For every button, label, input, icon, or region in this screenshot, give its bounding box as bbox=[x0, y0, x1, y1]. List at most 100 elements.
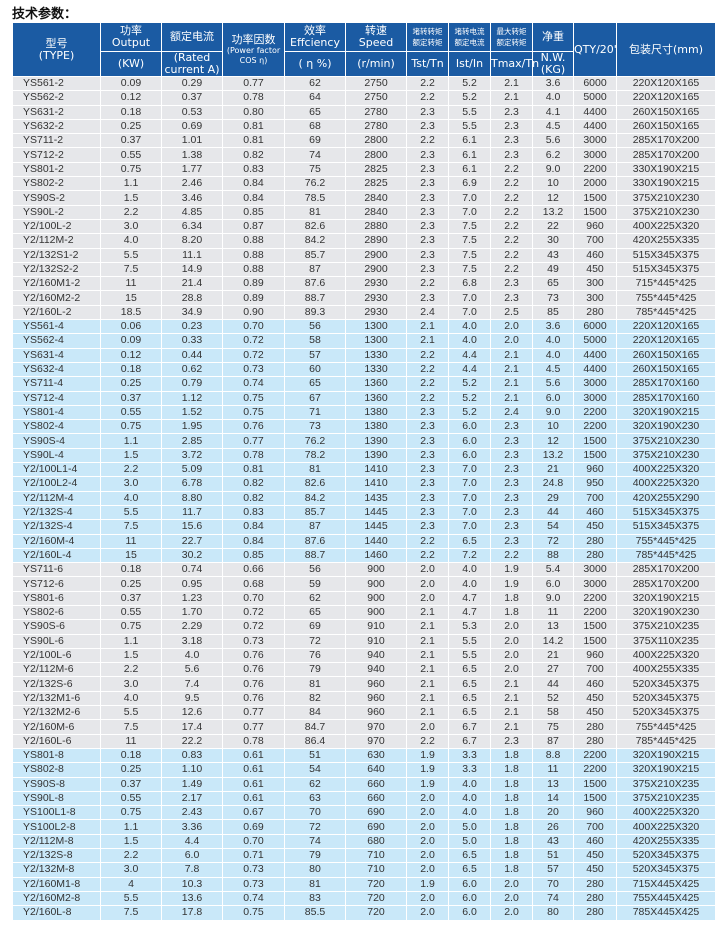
table-cell: 2.3 bbox=[490, 276, 533, 292]
table-cell: 2.3 bbox=[406, 447, 449, 464]
table-cell: 0.90 bbox=[222, 304, 285, 321]
table-cell: 2.2 bbox=[406, 533, 449, 549]
table-cell: YS802-8 bbox=[12, 762, 101, 778]
table-cell: 6.8 bbox=[448, 276, 491, 292]
table-cell: 1500 bbox=[573, 776, 617, 792]
table-cell: 2.0 bbox=[490, 890, 533, 907]
table-cell: Y2/132S-8 bbox=[12, 848, 101, 864]
table-cell: 700 bbox=[573, 233, 617, 249]
table-cell: 6.0 bbox=[448, 419, 491, 435]
table-cell: YS562-4 bbox=[12, 333, 101, 349]
table-cell: 0.89 bbox=[222, 290, 285, 306]
table-cell: 5.4 bbox=[532, 562, 574, 578]
table-cell: 960 bbox=[573, 805, 617, 821]
table-cell: 1.9 bbox=[406, 747, 449, 764]
table-cell: 4400 bbox=[573, 118, 617, 135]
table-cell: 1445 bbox=[345, 504, 407, 521]
table-cell: Y2/160M2-8 bbox=[12, 890, 101, 907]
table-cell: 5.5 bbox=[448, 647, 491, 664]
table-cell: 2.3 bbox=[406, 476, 449, 492]
table-row: YS802-8 0.25 1.10 0.61 54 640 1.9 3.3 1.8 11 2200 3… bbox=[12, 762, 716, 778]
table-cell: 0.76 bbox=[222, 690, 285, 707]
table-cell: 2.3 bbox=[406, 462, 449, 478]
table-cell: 0.55 bbox=[100, 147, 162, 163]
table-cell: 900 bbox=[345, 590, 407, 606]
table-cell: 720 bbox=[345, 876, 407, 892]
table-cell: 1.9 bbox=[406, 762, 449, 778]
table-cell: 2.1 bbox=[406, 690, 449, 707]
table-cell: 2.3 bbox=[490, 118, 533, 135]
table-cell: 2.1 bbox=[406, 633, 449, 649]
table-cell: 5.6 bbox=[161, 662, 223, 678]
table-cell: 84.2 bbox=[284, 233, 346, 249]
table-cell: 6.0 bbox=[161, 848, 223, 864]
table-cell: 80 bbox=[532, 905, 574, 921]
table-cell: 4.5 bbox=[532, 118, 574, 135]
table-cell: 6.5 bbox=[448, 662, 491, 678]
table-cell: 2.0 bbox=[406, 819, 449, 835]
table-cell: 88.7 bbox=[284, 290, 346, 306]
table-cell: 2.3 bbox=[406, 176, 449, 192]
table-cell: 0.25 bbox=[100, 576, 162, 592]
table-cell: 3.3 bbox=[448, 762, 491, 778]
table-cell: 2.2 bbox=[406, 133, 449, 149]
table-cell: 22.7 bbox=[161, 533, 223, 549]
table-cell: 2825 bbox=[345, 176, 407, 192]
header-qty: QTY/20' bbox=[573, 22, 617, 77]
table-cell: 2.0 bbox=[490, 662, 533, 678]
table-cell: 0.23 bbox=[161, 319, 223, 335]
table-row: Y2/160M1-2 11 21.4 0.89 87.6 2930 2.2 6.8 2.3 65 3… bbox=[12, 276, 716, 292]
table-cell: 7.0 bbox=[448, 476, 491, 492]
table-cell: 3000 bbox=[573, 133, 617, 149]
table-cell: 14.9 bbox=[161, 261, 223, 278]
table-cell: 0.06 bbox=[100, 319, 162, 335]
table-cell: 81 bbox=[284, 204, 346, 220]
table-row: Y2/160M2-2 15 28.8 0.89 88.7 2930 2.3 7.0 2.3 73 3… bbox=[12, 290, 716, 306]
table-cell: 2.0 bbox=[406, 805, 449, 821]
table-cell: 5000 bbox=[573, 333, 617, 349]
table-cell: 4.0 bbox=[100, 490, 162, 506]
table-cell: 2.3 bbox=[490, 147, 533, 163]
table-cell: 0.81 bbox=[222, 118, 285, 135]
table-cell: 75 bbox=[532, 719, 574, 735]
table-cell: 0.09 bbox=[100, 333, 162, 349]
header-speed: 转速 Speed bbox=[345, 22, 407, 52]
table-cell: 0.12 bbox=[100, 347, 162, 363]
table-cell: 450 bbox=[573, 519, 617, 535]
table-cell: 6.5 bbox=[448, 676, 491, 692]
table-cell: 715*445*425 bbox=[616, 276, 716, 292]
table-cell: 2.2 bbox=[100, 204, 162, 220]
table-cell: 2.3 bbox=[406, 247, 449, 263]
table-cell: 0.53 bbox=[161, 104, 223, 120]
table-cell: 3000 bbox=[573, 390, 617, 406]
table-cell: 400X255X335 bbox=[616, 662, 716, 678]
table-cell: 460 bbox=[573, 247, 617, 263]
table-cell: Y2/132S1-2 bbox=[12, 247, 101, 263]
header-current: 额定电流 bbox=[161, 22, 223, 52]
table-cell: 11 bbox=[532, 762, 574, 778]
table-row: YS561-4 0.06 0.23 0.70 56 1300 2.1 4.0 2.0 3.6 600… bbox=[12, 319, 716, 335]
table-cell: 450 bbox=[573, 261, 617, 278]
table-cell: 1.70 bbox=[161, 604, 223, 621]
table-cell: 2.3 bbox=[406, 404, 449, 421]
table-row: YS801-2 0.75 1.77 0.83 75 2825 2.3 6.1 2.2 9.0 220… bbox=[12, 161, 716, 178]
table-cell: 43 bbox=[532, 247, 574, 263]
table-cell: 87.6 bbox=[284, 276, 346, 292]
table-cell: 285X170X200 bbox=[616, 576, 716, 592]
table-cell: 2.3 bbox=[406, 433, 449, 449]
table-cell: YS631-4 bbox=[12, 347, 101, 363]
table-cell: 515X345X375 bbox=[616, 247, 716, 263]
table-cell: YS90L-4 bbox=[12, 447, 101, 464]
table-cell: 220X120X165 bbox=[616, 75, 716, 92]
table-cell: 72 bbox=[284, 819, 346, 835]
table-cell: 20 bbox=[532, 805, 574, 821]
table-cell: YS561-4 bbox=[12, 319, 101, 335]
table-cell: 900 bbox=[345, 562, 407, 578]
table-cell: 0.75 bbox=[100, 805, 162, 821]
table-cell: Y2/132S-4 bbox=[12, 519, 101, 535]
table-cell: 24.8 bbox=[532, 476, 574, 492]
table-cell: 2.1 bbox=[490, 719, 533, 735]
table-cell: 1500 bbox=[573, 433, 617, 449]
table-cell: 2.3 bbox=[490, 519, 533, 535]
table-cell: 5.0 bbox=[448, 833, 491, 850]
